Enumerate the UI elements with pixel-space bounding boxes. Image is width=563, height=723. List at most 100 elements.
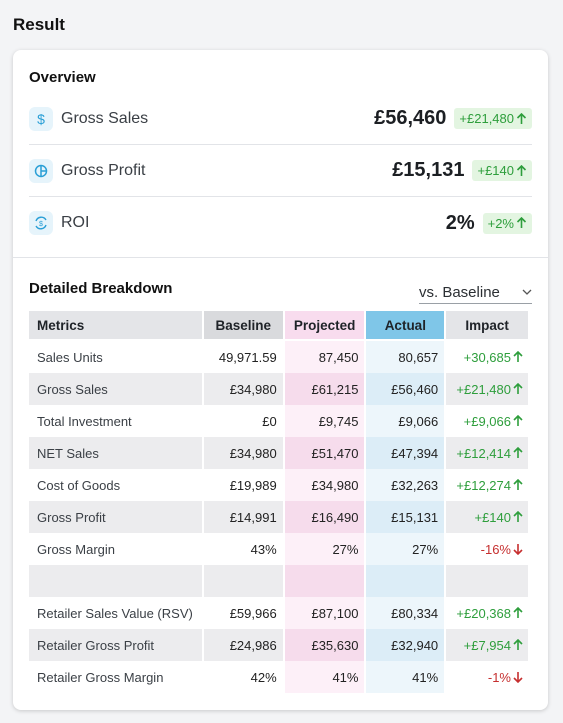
overview-value: 2% (445, 211, 475, 234)
arrow-up-icon (516, 217, 527, 228)
projected-cell: £9,745 (284, 405, 365, 437)
arrow-up-icon (513, 607, 523, 618)
projected-cell (284, 565, 365, 597)
impact-value: +£12,414 (456, 445, 511, 461)
actual-cell: 80,657 (366, 341, 445, 373)
comparison-select-value: vs. Baseline (419, 284, 500, 301)
actual-cell: £32,263 (366, 469, 445, 501)
metric-cell: Gross Profit (29, 501, 202, 533)
table-row: Retailer Sales Value (RSV) £59,966 £87,100… (29, 597, 528, 629)
impact-cell: -1% (446, 661, 528, 693)
svg-text:$: $ (37, 111, 45, 127)
actual-cell: £32,940 (366, 629, 445, 661)
arrow-up-icon (513, 383, 523, 394)
header-actual: Actual (366, 311, 445, 341)
impact-value: +£140 (474, 509, 511, 525)
table-header-row: Metrics Baseline Projected Actual Impact (29, 311, 528, 341)
table-row: Gross Margin 43% 27% 27% -16% (29, 533, 528, 565)
header-metrics: Metrics (29, 311, 202, 341)
table-row: Gross Sales £34,980 £61,215 £56,460 +£21,480 (29, 373, 528, 405)
actual-cell: £15,131 (366, 501, 445, 533)
impact-cell: +£20,368 (446, 597, 528, 629)
comparison-select[interactable]: vs. Baseline (419, 282, 532, 304)
arrow-down-icon (513, 672, 523, 683)
metric-cell: Gross Margin (37, 541, 116, 557)
actual-cell: £56,460 (366, 373, 445, 405)
table-row: Total Investment £0 £9,745 £9,066 +£9,066 (29, 405, 528, 437)
breakdown-table: Metrics Baseline Projected Actual Impact… (27, 311, 530, 693)
baseline-cell: £0 (262, 413, 277, 429)
impact-value-group: +£140 (474, 510, 523, 525)
impact-value: +£12,274 (456, 477, 511, 493)
page-title: Result (13, 15, 65, 34)
overview-value: £56,460 (374, 107, 447, 129)
metric-cell: Retailer Sales Value (RSV) (37, 605, 193, 621)
change-value: +2% (487, 215, 514, 231)
impact-cell: +£140 (446, 501, 528, 533)
projected-cell: 87,450 (284, 341, 365, 373)
baseline-cell (203, 565, 283, 597)
table-row (29, 565, 528, 597)
cycle-dollar-icon: $ (29, 211, 53, 235)
overview-label: Gross Profit (61, 161, 146, 179)
impact-value-group: +£21,480 (456, 382, 523, 397)
table-row: Retailer Gross Margin 42% 41% 41% -1% (29, 661, 528, 693)
arrow-up-icon (516, 112, 527, 124)
baseline-cell: £24,986 (203, 629, 283, 661)
actual-cell: 41% (366, 661, 445, 693)
impact-cell (446, 565, 528, 597)
impact-cell: +£9,066 (446, 405, 528, 437)
impact-value-group: +£12,414 (456, 446, 523, 461)
arrow-up-icon (513, 415, 523, 426)
baseline-cell: £19,989 (229, 477, 277, 493)
impact-value: -16% (480, 541, 511, 557)
baseline-cell: 49,971.59 (218, 349, 277, 365)
actual-cell: £47,394 (366, 437, 445, 469)
baseline-cell: £59,966 (229, 605, 277, 621)
impact-value-group: -1% (488, 670, 523, 685)
svg-text:$: $ (39, 221, 43, 228)
projected-cell: £16,490 (284, 501, 365, 533)
header-projected: Projected (284, 311, 365, 341)
impact-value-group: -16% (481, 542, 523, 557)
baseline-cell: £34,980 (203, 373, 283, 405)
projected-cell: £35,630 (284, 629, 365, 661)
header-impact: Impact (446, 311, 528, 341)
change-badge: +2% (482, 212, 532, 234)
metric-cell: Cost of Goods (37, 477, 121, 493)
change-value: +£140 (477, 163, 514, 178)
impact-value: +£9,066 (463, 413, 511, 429)
breakdown-title: Detailed Breakdown (29, 280, 173, 297)
table-row: Retailer Gross Profit £24,986 £35,630 £32,9… (29, 629, 528, 661)
change-value: +£21,480 (459, 111, 514, 126)
metric-cell: Retailer Gross Profit (29, 629, 202, 661)
table-row: Sales Units 49,971.59 87,450 80,657 +30,685 (29, 341, 528, 373)
dollar-icon: $ (29, 106, 53, 131)
projected-cell: 41% (284, 661, 365, 693)
impact-value: +£7,954 (463, 637, 511, 653)
impact-value: +£21,480 (456, 381, 511, 397)
metric-cell: Sales Units (37, 349, 103, 365)
overview-value: £15,131 (392, 159, 465, 181)
projected-cell: £34,980 (284, 469, 365, 501)
overview-row-gross-profit: Gross Profit £15,131 +£140 (29, 145, 532, 197)
actual-cell: 27% (366, 533, 445, 565)
overview-row-roi: $ ROI 2% +2% (29, 197, 532, 249)
arrow-up-icon (513, 447, 523, 458)
change-badge: +£140 (472, 160, 532, 181)
arrow-up-icon (513, 639, 523, 650)
overview-row-gross-sales: $ Gross Sales £56,460 +£21,480 (29, 93, 532, 145)
overview-label: ROI (61, 214, 90, 231)
impact-value-group: +£9,066 (464, 414, 523, 429)
impact-value-group: +£20,368 (456, 606, 523, 621)
metric-cell (29, 565, 202, 597)
table-row: Gross Profit £14,991 £16,490 £15,131 +£140 (29, 501, 528, 533)
arrow-up-icon (513, 511, 523, 522)
overview-label: Gross Sales (61, 109, 149, 127)
change-badge: +£21,480 (454, 108, 532, 129)
projected-cell: £87,100 (284, 597, 365, 629)
projected-cell: 27% (284, 533, 365, 565)
impact-cell: +£12,274 (446, 469, 528, 501)
impact-cell: +30,685 (446, 341, 528, 373)
pie-chart-icon (29, 158, 53, 183)
